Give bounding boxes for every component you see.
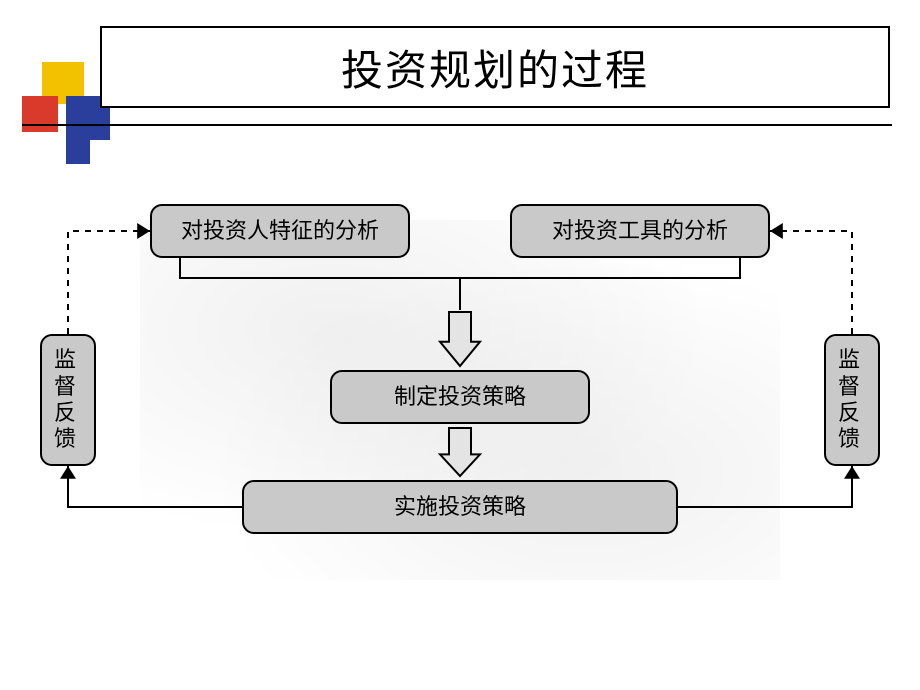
flow-node-n4: 实施投资策略 (242, 480, 678, 534)
flow-node-f1: 监督反馈 (40, 334, 96, 466)
slide: 投资规划的过程 对投资人特征的分析 对投资工具的分析制定投资策略实施投资策略 监督反… (0, 0, 920, 690)
title-underline (22, 124, 892, 126)
title-box: 投资规划的过程 (100, 26, 890, 108)
block-arrow-0 (440, 312, 480, 366)
block-arrow-1 (440, 428, 480, 476)
arrowhead-0 (60, 466, 76, 479)
flow-node-n1: 对投资人特征的分析 (150, 204, 410, 258)
flowchart: 对投资人特征的分析 对投资工具的分析制定投资策略实施投资策略 监督反馈 监督反馈 (0, 180, 920, 600)
flow-node-f2: 监督反馈 (824, 334, 880, 466)
arrowhead-2 (137, 223, 150, 239)
flow-node-n3: 制定投资策略 (330, 370, 590, 424)
arrowhead-3 (770, 223, 783, 239)
flow-node-n2: 对投资工具的分析 (510, 204, 770, 258)
decor-block-red (22, 96, 58, 132)
edge-solid-1 (678, 466, 852, 507)
edge-solid-0 (68, 466, 242, 507)
edge-dashed-1 (770, 231, 852, 334)
decor-block-blue-2 (66, 140, 90, 164)
arrowhead-1 (844, 466, 860, 479)
title-text: 投资规划的过程 (341, 37, 649, 98)
edge-dashed-0 (68, 231, 150, 334)
